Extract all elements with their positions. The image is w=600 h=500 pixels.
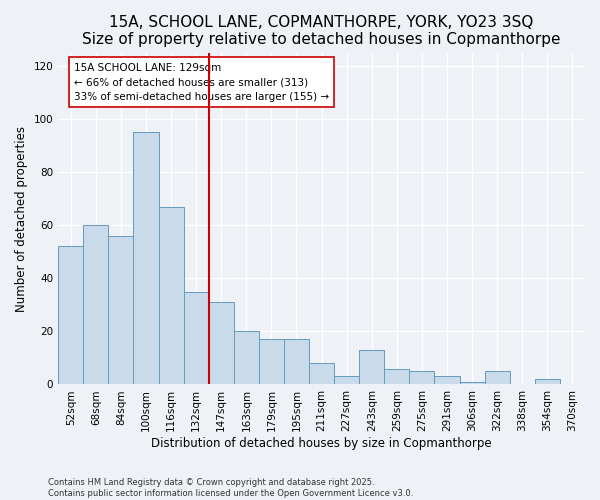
Bar bbox=[334, 376, 359, 384]
Bar bbox=[409, 371, 434, 384]
Text: 15A SCHOOL LANE: 129sqm
← 66% of detached houses are smaller (313)
33% of semi-d: 15A SCHOOL LANE: 129sqm ← 66% of detache… bbox=[74, 62, 329, 102]
Bar bbox=[184, 292, 209, 384]
Y-axis label: Number of detached properties: Number of detached properties bbox=[15, 126, 28, 312]
Bar bbox=[359, 350, 385, 384]
Bar bbox=[158, 206, 184, 384]
Title: 15A, SCHOOL LANE, COPMANTHORPE, YORK, YO23 3SQ
Size of property relative to deta: 15A, SCHOOL LANE, COPMANTHORPE, YORK, YO… bbox=[82, 15, 561, 48]
Bar bbox=[133, 132, 158, 384]
Bar bbox=[284, 340, 309, 384]
Bar bbox=[460, 382, 485, 384]
Bar bbox=[485, 371, 510, 384]
Bar bbox=[234, 332, 259, 384]
Text: Contains HM Land Registry data © Crown copyright and database right 2025.
Contai: Contains HM Land Registry data © Crown c… bbox=[48, 478, 413, 498]
Bar bbox=[259, 340, 284, 384]
Bar bbox=[58, 246, 83, 384]
Bar bbox=[434, 376, 460, 384]
Bar bbox=[109, 236, 133, 384]
Bar bbox=[309, 363, 334, 384]
X-axis label: Distribution of detached houses by size in Copmanthorpe: Distribution of detached houses by size … bbox=[151, 437, 492, 450]
Bar bbox=[83, 225, 109, 384]
Bar bbox=[385, 368, 409, 384]
Bar bbox=[209, 302, 234, 384]
Bar bbox=[535, 379, 560, 384]
